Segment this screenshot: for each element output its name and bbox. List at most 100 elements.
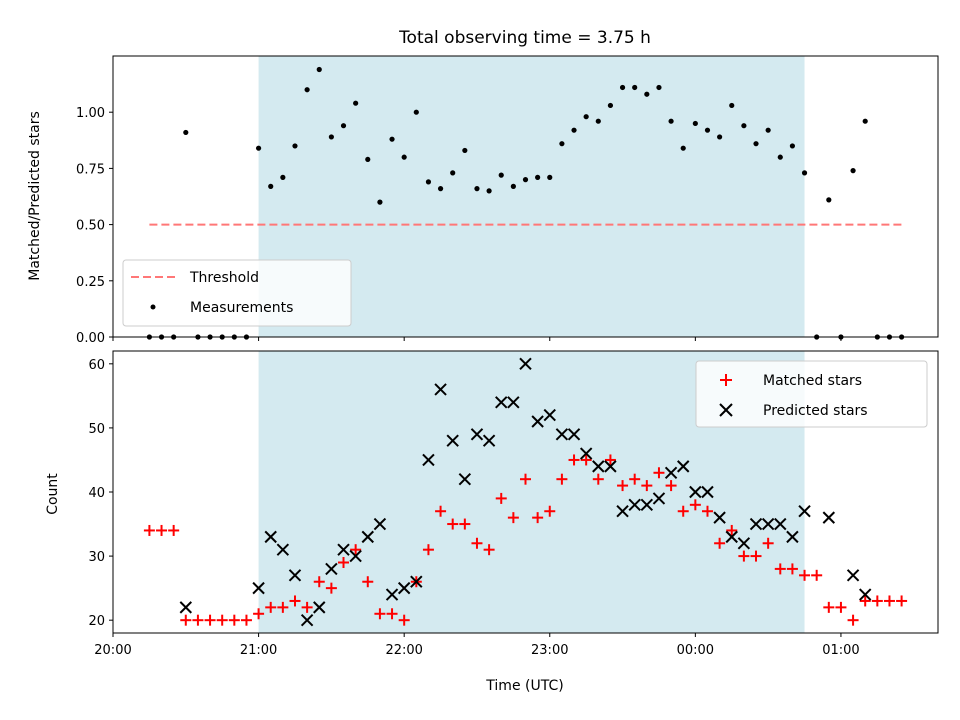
predicted-star-markers bbox=[179, 357, 872, 627]
measurement-point bbox=[522, 177, 529, 183]
measurement-point bbox=[328, 134, 334, 140]
measurement-point bbox=[474, 186, 480, 192]
matched-star-marker bbox=[325, 582, 337, 594]
measurement-point bbox=[389, 136, 395, 142]
measurement-point bbox=[547, 174, 553, 180]
predicted-star-marker bbox=[604, 460, 617, 473]
legend-threshold-label: Threshold bbox=[189, 270, 259, 286]
top-y-tick-label: 0.00 bbox=[76, 331, 105, 346]
matched-star-marker bbox=[313, 576, 325, 588]
legend-measurements-swatch bbox=[150, 304, 156, 310]
top-legend: Threshold Measurements bbox=[122, 259, 352, 327]
x-tick-label: 21:00 bbox=[240, 643, 277, 658]
top-y-tick-label: 0.75 bbox=[76, 162, 105, 177]
matched-star-marker bbox=[799, 569, 811, 581]
matched-star-marker bbox=[714, 537, 726, 549]
bottom-legend-box bbox=[695, 360, 928, 428]
measurement-point bbox=[510, 183, 516, 189]
predicted-star-marker bbox=[543, 408, 556, 422]
measurement-point bbox=[353, 100, 359, 106]
predicted-star-marker bbox=[495, 396, 508, 409]
measurement-point bbox=[862, 118, 868, 124]
measurement-point bbox=[753, 141, 759, 147]
matched-star-marker bbox=[338, 557, 350, 568]
matched-star-marker bbox=[277, 601, 289, 613]
matched-star-marker bbox=[580, 454, 592, 466]
x-tick-label: 20:00 bbox=[94, 643, 131, 658]
predicted-star-marker bbox=[276, 543, 290, 556]
matched-star-marker bbox=[592, 473, 604, 485]
measurement-point bbox=[365, 156, 371, 163]
measurement-point bbox=[704, 127, 711, 133]
predicted-star-marker bbox=[422, 453, 435, 467]
matched-star-marker bbox=[204, 614, 216, 626]
measurement-point bbox=[741, 123, 747, 129]
top-legend-box bbox=[122, 259, 352, 327]
measurement-point bbox=[595, 118, 601, 124]
bottom-panel: 20 30 40 50 60 20:00 21:00 22:00 23:00 00:00 01:0… bbox=[45, 350, 939, 694]
measurement-point bbox=[680, 145, 686, 151]
predicted-star-marker bbox=[798, 505, 811, 518]
predicted-star-marker bbox=[579, 447, 593, 460]
matched-star-marker bbox=[422, 544, 434, 556]
predicted-star-marker bbox=[616, 505, 629, 518]
chart-title: Total observing time = 3.75 h bbox=[398, 28, 651, 48]
measurement-point bbox=[656, 84, 662, 91]
measurement-point bbox=[619, 84, 626, 91]
matched-star-marker bbox=[653, 467, 665, 479]
predicted-star-marker bbox=[458, 472, 472, 486]
predicted-star-marker bbox=[664, 466, 678, 479]
predicted-star-marker bbox=[288, 569, 302, 582]
measurement-point bbox=[425, 179, 432, 185]
matched-star-marker bbox=[859, 595, 871, 607]
legend-predicted-swatch bbox=[719, 403, 733, 417]
predicted-star-marker bbox=[385, 588, 399, 601]
matched-star-marker bbox=[156, 524, 168, 536]
matched-star-marker bbox=[350, 544, 362, 556]
measurement-point bbox=[583, 114, 589, 120]
matched-star-marker bbox=[398, 614, 410, 626]
predicted-star-marker bbox=[628, 498, 641, 512]
matched-star-marker bbox=[495, 492, 507, 504]
predicted-star-marker bbox=[482, 434, 496, 447]
predicted-star-marker bbox=[325, 562, 338, 576]
measurement-point bbox=[826, 197, 832, 203]
measurement-point bbox=[668, 118, 674, 124]
bottom-y-tick-label: 30 bbox=[88, 550, 105, 565]
predicted-star-marker bbox=[252, 581, 265, 595]
measurement-point bbox=[437, 186, 444, 192]
measurement-point bbox=[644, 91, 650, 97]
bottom-y-tick-label: 20 bbox=[88, 614, 105, 629]
matched-star-marker bbox=[216, 614, 228, 626]
measurement-point bbox=[498, 172, 504, 178]
x-tick-label: 23:00 bbox=[531, 643, 568, 658]
predicted-star-marker bbox=[507, 396, 520, 409]
matched-star-marker bbox=[811, 569, 823, 581]
matched-star-marker bbox=[520, 473, 531, 485]
predicted-star-marker bbox=[397, 581, 411, 595]
measurement-point bbox=[183, 129, 189, 136]
matched-star-marker bbox=[532, 512, 544, 524]
top-y-tick-label: 1.00 bbox=[76, 106, 105, 121]
legend-matched-label: Matched stars bbox=[763, 373, 862, 389]
matched-star-marker bbox=[362, 576, 374, 588]
measurement-point bbox=[729, 102, 735, 109]
measurement-point bbox=[801, 170, 808, 176]
predicted-star-marker bbox=[640, 498, 654, 512]
predicted-star-marker bbox=[373, 517, 387, 531]
matched-star-marker bbox=[507, 512, 519, 524]
top-y-tick-label: 0.25 bbox=[76, 275, 105, 290]
legend-predicted-label: Predicted stars bbox=[763, 403, 868, 419]
measurement-point bbox=[717, 134, 723, 140]
bottom-y-tick-label: 60 bbox=[88, 358, 105, 373]
matched-star-marker bbox=[374, 608, 386, 620]
matched-star-marker bbox=[665, 480, 677, 492]
matched-star-marker bbox=[762, 537, 774, 549]
matched-star-marker bbox=[192, 614, 204, 626]
matched-star-marker bbox=[568, 454, 580, 466]
matched-star-marker bbox=[143, 524, 155, 536]
matched-star-marker bbox=[617, 480, 629, 492]
legend-matched-swatch bbox=[720, 374, 732, 386]
matched-star-marker bbox=[180, 614, 192, 626]
